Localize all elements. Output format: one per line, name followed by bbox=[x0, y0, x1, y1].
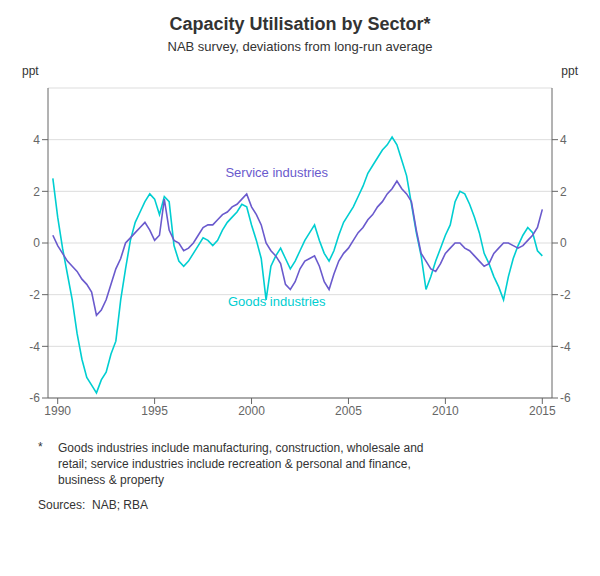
svg-text:-2: -2 bbox=[560, 288, 571, 302]
svg-text:-6: -6 bbox=[560, 391, 571, 405]
svg-text:1995: 1995 bbox=[141, 404, 168, 418]
svg-text:0: 0 bbox=[560, 236, 567, 250]
svg-text:-2: -2 bbox=[29, 288, 40, 302]
svg-text:-4: -4 bbox=[29, 340, 40, 354]
svg-text:2: 2 bbox=[33, 185, 40, 199]
svg-text:Service industries: Service industries bbox=[225, 165, 328, 180]
svg-text:4: 4 bbox=[560, 133, 567, 147]
svg-text:2015: 2015 bbox=[529, 404, 556, 418]
html-text:NAB survey, deviations from lo: NAB survey, deviations from long-run ave… bbox=[167, 39, 433, 54]
svg-text:Goods industries: Goods industries bbox=[228, 294, 326, 309]
svg-text:2000: 2000 bbox=[238, 404, 265, 418]
html-text:Sources: NAB; RBA: Sources: NAB; RBA bbox=[38, 498, 148, 512]
svg-text:2: 2 bbox=[560, 185, 567, 199]
svg-text:4: 4 bbox=[33, 133, 40, 147]
html-text:ppt: ppt bbox=[561, 64, 578, 78]
svg-text:2010: 2010 bbox=[432, 404, 459, 418]
svg-text:2005: 2005 bbox=[335, 404, 362, 418]
svg-text:-4: -4 bbox=[560, 340, 571, 354]
html-text:Capacity Utilisation by Sector: Capacity Utilisation by Sector* bbox=[169, 14, 431, 34]
html-text:Goods industries include manuf: Goods industries include manufacturing, … bbox=[58, 441, 424, 487]
html-text:ppt: ppt bbox=[22, 64, 39, 78]
svg-text:1990: 1990 bbox=[44, 404, 71, 418]
svg-text:0: 0 bbox=[33, 236, 40, 250]
svg-text:-6: -6 bbox=[29, 391, 40, 405]
